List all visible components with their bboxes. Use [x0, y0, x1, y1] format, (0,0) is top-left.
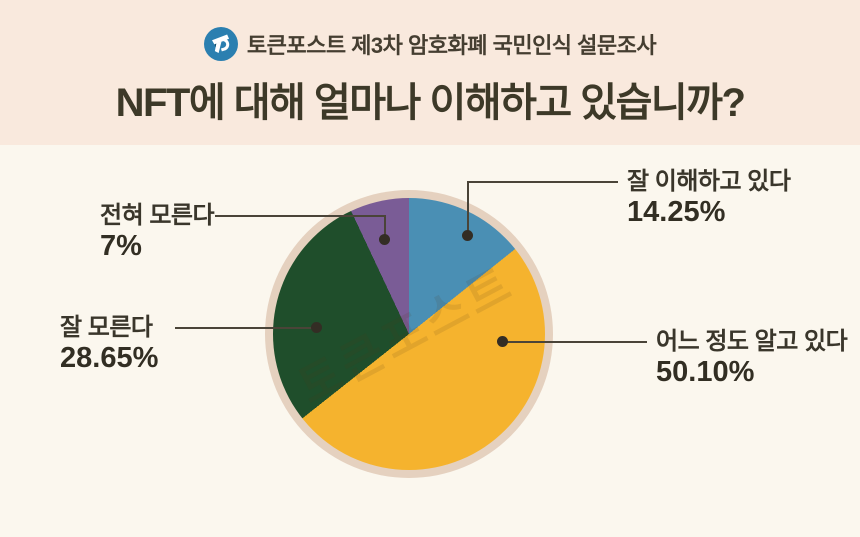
- leader-line-vertical: [467, 181, 469, 237]
- leader-line-horizontal: [467, 181, 618, 183]
- slice-value: 14.25%: [627, 196, 726, 228]
- pie-ring: [265, 190, 553, 478]
- brand: 토큰포스트 제3차 암호화폐 국민인식 설문조사: [203, 27, 657, 61]
- header: 토큰포스트 제3차 암호화폐 국민인식 설문조사 NFT에 대해 얼마나 이해하…: [0, 0, 860, 145]
- data-dot: [311, 322, 322, 333]
- tokenpost-logo-icon: [203, 27, 238, 61]
- page-title: NFT에 대해 얼마나 이해하고 있습니까?: [115, 81, 746, 125]
- pie-chart: [273, 198, 545, 470]
- callout-text: 잘 모른다 28.65%: [60, 313, 158, 375]
- leader-line-vertical: [384, 215, 386, 241]
- slice-value: 28.65%: [60, 342, 159, 374]
- slice-label: 잘 모른다: [60, 314, 153, 341]
- leader-line-horizontal: [175, 327, 317, 329]
- callout-text: 전혀 모른다 7%: [100, 201, 215, 263]
- slice-label: 잘 이해하고 있다: [627, 168, 791, 195]
- brand-title: 토큰포스트 제3차 암호화폐 국민인식 설문조사: [246, 33, 657, 58]
- data-dot: [379, 234, 390, 245]
- chart-area: 토큰포스트 잘 이해하고 있다 14.25% 어느 정도 알고 있다 50.10…: [0, 145, 860, 537]
- callout-text: 어느 정도 알고 있다 50.10%: [656, 327, 848, 389]
- slice-value: 7%: [100, 230, 142, 262]
- slice-label: 전혀 모른다: [100, 202, 215, 229]
- slice-label: 어느 정도 알고 있다: [656, 328, 848, 355]
- leader-line-horizontal: [215, 215, 386, 217]
- data-dot: [497, 336, 508, 347]
- callout-text: 잘 이해하고 있다 14.25%: [627, 167, 791, 229]
- leader-line-horizontal: [503, 341, 647, 343]
- slice-value: 50.10%: [656, 356, 755, 388]
- data-dot: [462, 230, 473, 241]
